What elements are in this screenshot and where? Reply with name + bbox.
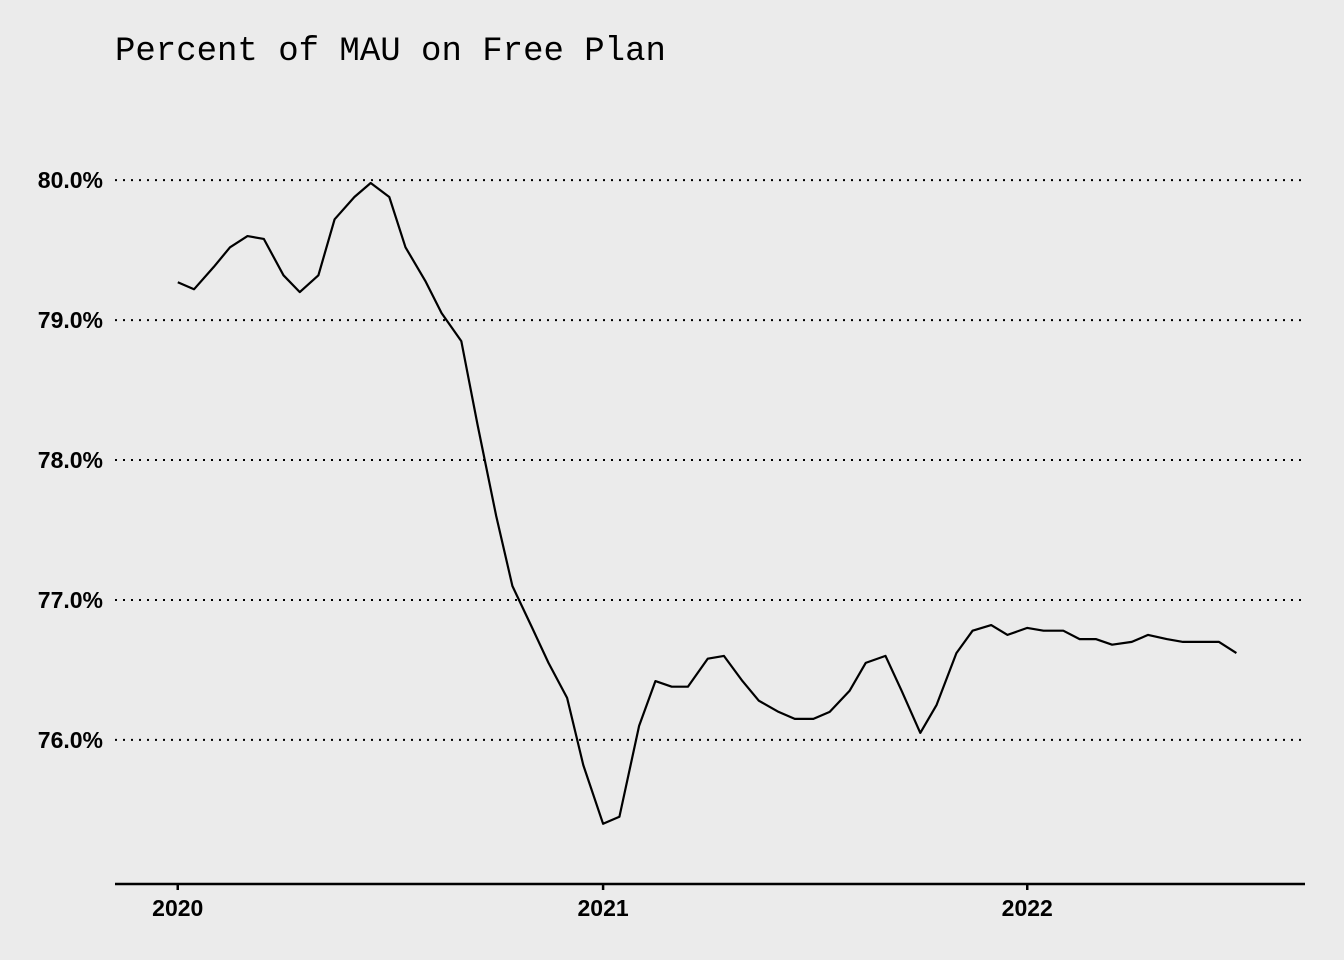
x-tick-label: 2020 [152,895,203,921]
series-line [177,181,1237,825]
x-tick-label: 2021 [578,895,629,921]
x-tick-label: 2022 [1002,895,1053,921]
y-tick-label: 77.0% [38,587,103,613]
x-axis: 2020 2021 2022 [152,884,1053,921]
y-axis: 80.0% 79.0% 78.0% 77.0% 76.0% [38,167,103,753]
y-tick-label: 79.0% [38,307,103,333]
chart-title: Percent of MAU on Free Plan [115,33,666,71]
y-tick-label: 76.0% [38,727,103,753]
y-tick-label: 80.0% [38,167,103,193]
y-tick-label: 78.0% [38,447,103,473]
gridlines [115,179,1305,741]
